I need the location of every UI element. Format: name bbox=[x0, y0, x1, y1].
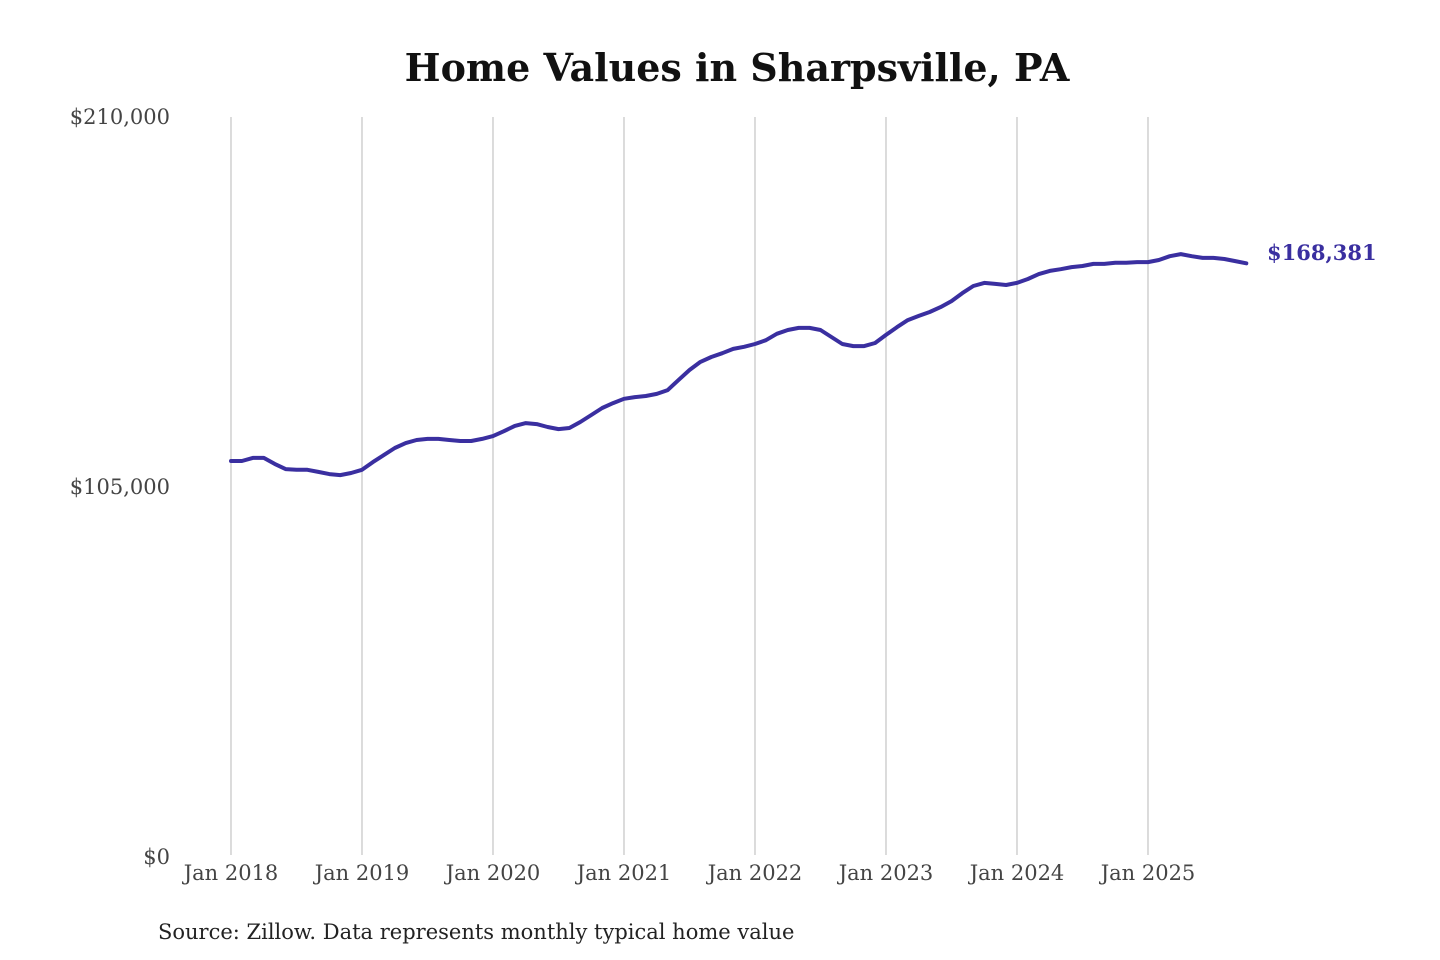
x-tick-label: Jan 2019 bbox=[313, 861, 410, 885]
x-tick-label: Jan 2024 bbox=[968, 861, 1065, 885]
x-tick-label: Jan 2021 bbox=[575, 861, 672, 885]
y-tick-label: $105,000 bbox=[70, 475, 170, 499]
x-tick-label: Jan 2018 bbox=[182, 861, 279, 885]
source-note: Source: Zillow. Data represents monthly … bbox=[158, 920, 794, 944]
end-value-label: $168,381 bbox=[1267, 240, 1377, 265]
y-tick-label: $210,000 bbox=[70, 105, 170, 129]
x-tick-label: Jan 2025 bbox=[1099, 861, 1196, 885]
x-tick-label: Jan 2020 bbox=[444, 861, 541, 885]
gridlines bbox=[230, 117, 1149, 855]
home-value-line bbox=[229, 252, 1249, 478]
y-axis: $0 $105,000 $210,000 bbox=[70, 105, 170, 869]
chart-title: Home Values in Sharpsville, PA bbox=[405, 45, 1070, 90]
y-tick-label: $0 bbox=[143, 845, 170, 869]
x-tick-label: Jan 2022 bbox=[706, 861, 803, 885]
x-axis: Jan 2018 Jan 2019 Jan 2020 Jan 2021 Jan 2022… bbox=[182, 861, 1196, 885]
x-tick-label: Jan 2023 bbox=[837, 861, 934, 885]
